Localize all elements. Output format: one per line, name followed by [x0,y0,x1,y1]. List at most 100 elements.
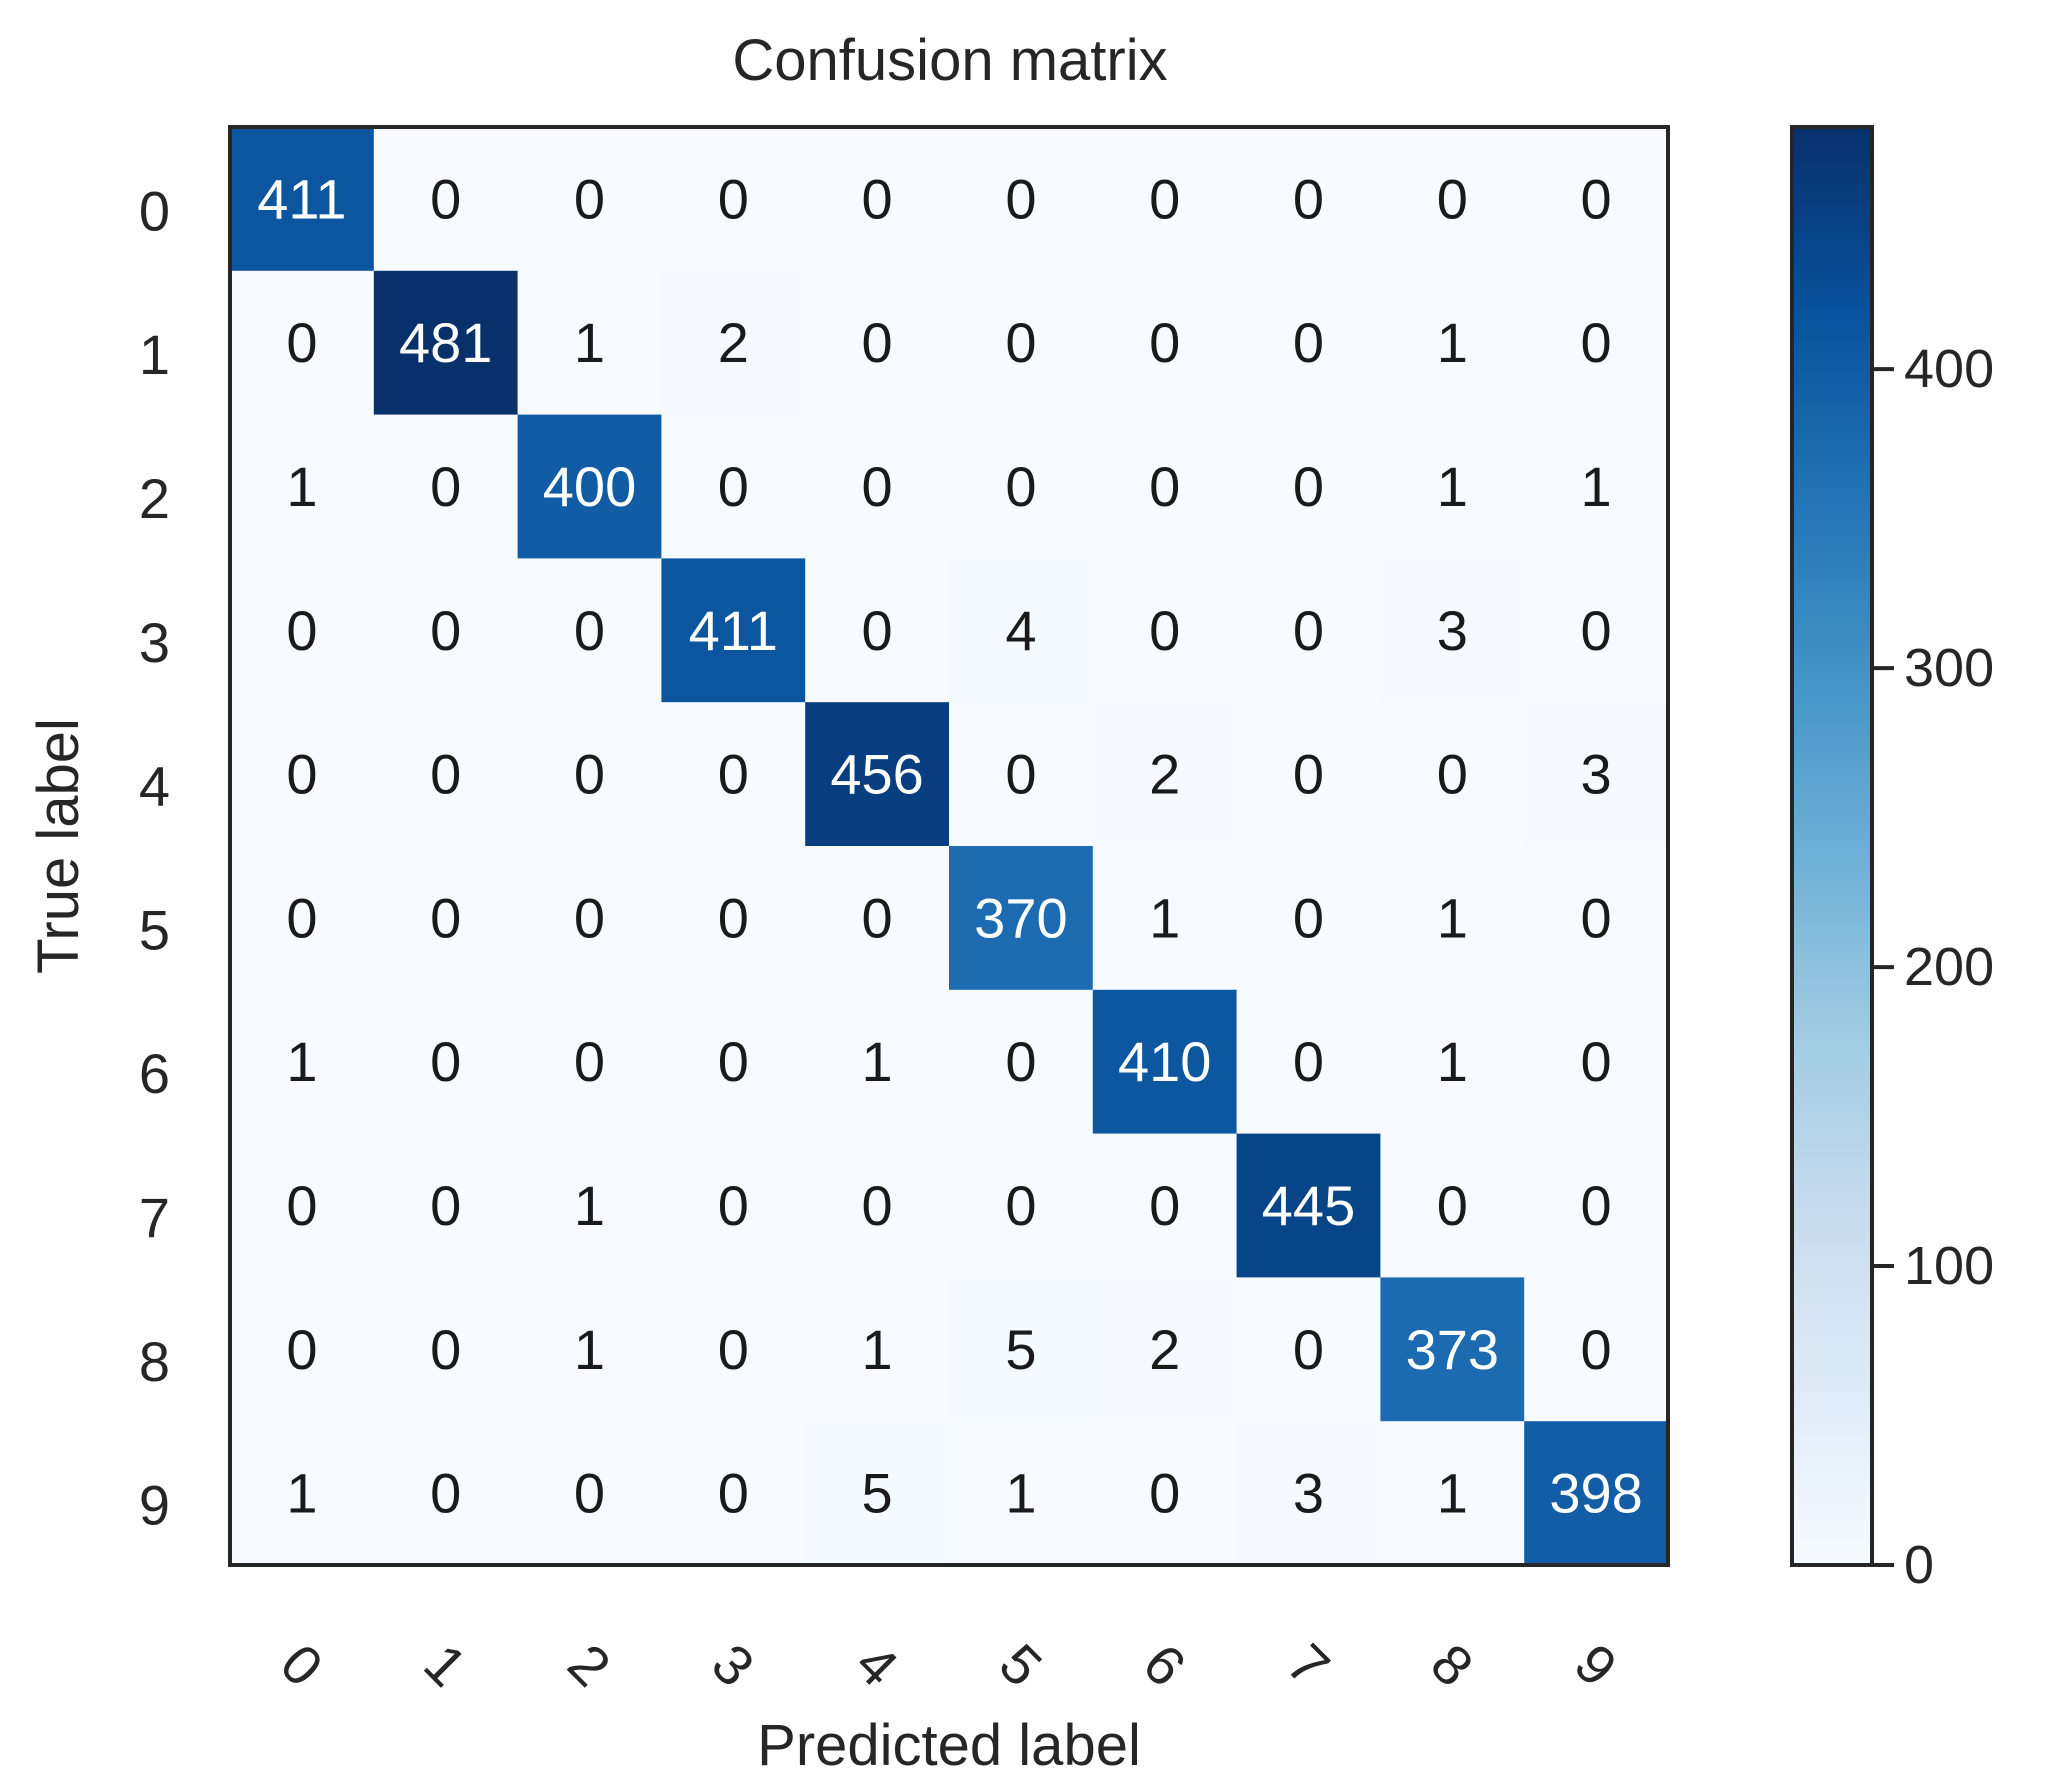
heatmap-cell [517,1421,662,1566]
cell-value-label: 1 [286,455,317,518]
x-tick-labels: 0 1 2 3 4 5 6 7 8 9 [269,1632,1630,1699]
x-axis-label: Predicted label [757,1713,1141,1778]
heatmap-cell [949,270,1094,416]
heatmap-cell [517,1133,662,1278]
cell-value-label: 1 [1005,1462,1036,1525]
heatmap-cell [1092,1277,1238,1422]
cell-value-label: 0 [574,743,605,806]
heatmap-cell [949,1421,1094,1566]
heatmap-cell [1380,270,1525,416]
heatmap-cell [805,1421,950,1566]
cell-value-label: 0 [430,1462,461,1525]
heatmap-cell [1380,1277,1525,1422]
heatmap-cell [1092,989,1238,1135]
cell-value-label: 0 [1581,167,1612,230]
cell-value-label: 1 [1437,1030,1468,1093]
heatmap-cell [517,846,662,991]
cell-value-label: 0 [1149,167,1180,230]
colorbar-tick-label: 0 [1904,1535,1934,1595]
cell-value-label: 5 [862,1462,893,1525]
x-tick-label: 3 [700,1632,767,1699]
cell-value-label: 0 [1005,455,1036,518]
heatmap-cell [949,414,1094,559]
heatmap-cell [373,702,519,847]
heatmap-cell [805,1133,950,1278]
cell-value-label: 1 [1437,311,1468,374]
heatmap-cell [230,558,375,703]
heatmap-cell [1092,1133,1238,1278]
cell-value-label: 0 [286,743,317,806]
cell-value-label: 0 [430,455,461,518]
heatmap-cell [1236,127,1381,272]
cell-value-label: 2 [1149,743,1180,806]
y-tick-label: 1 [139,323,170,386]
heatmap-cell [1092,702,1238,847]
heatmap-cell [1236,270,1381,416]
cell-value-label: 1 [286,1030,317,1093]
cell-value-label: 0 [862,886,893,949]
colorbar [1790,125,1874,1567]
cell-value-label: 0 [574,1462,605,1525]
y-tick-label: 6 [139,1042,170,1105]
heatmap-cell [949,1277,1094,1422]
x-tick-label: 1 [412,1632,479,1699]
heatmap-cell [373,127,519,272]
cell-value-label: 0 [718,1030,749,1093]
heatmap-cell [1092,1421,1238,1566]
colorbar-tick-label: 300 [1904,638,1994,698]
cell-value-label: 0 [718,455,749,518]
y-tick-label: 5 [139,898,170,961]
cell-value-label: 0 [1437,167,1468,230]
heatmap-cell [1380,1421,1525,1566]
cell-value-label: 0 [862,599,893,662]
cell-value-label: 0 [1149,1462,1180,1525]
heatmap-cell [1092,127,1238,272]
cell-value-label: 0 [430,1318,461,1381]
cell-value-label: 5 [1005,1318,1036,1381]
cell-value-label: 411 [689,599,778,662]
heatmap-cell [1236,1421,1381,1566]
heatmap-cell [1236,1277,1381,1422]
cell-value-label: 0 [718,1318,749,1381]
x-tick-label: 9 [1563,1632,1630,1699]
cell-value-label: 0 [1149,1174,1180,1237]
heatmap-cell [230,846,375,991]
heatmap-cell [1524,702,1669,847]
cell-value-label: 1 [1437,886,1468,949]
colorbar-ticks: 0 100 200 300 400 [1872,339,1994,1595]
cell-value-label: 0 [862,1174,893,1237]
heatmap-cell [1236,989,1381,1135]
cell-value-label: 0 [574,1030,605,1093]
cell-value-label: 1 [1149,886,1180,949]
heatmap-cell [661,1277,806,1422]
cell-value-label: 3 [1437,599,1468,662]
cell-value-label: 0 [430,886,461,949]
x-tick-label: 2 [556,1632,623,1699]
cell-value-label: 1 [1437,455,1468,518]
cell-value-label: 0 [862,311,893,374]
y-tick-label: 9 [139,1474,170,1537]
cell-value-label: 0 [1005,743,1036,806]
heatmap-cell [1380,989,1525,1135]
heatmap-cell [949,702,1094,847]
heatmap-cell [661,989,806,1135]
cell-value-label: 0 [430,743,461,806]
heatmap-cell [1524,1133,1669,1278]
heatmap-cell [661,127,806,272]
heatmap-cell [230,989,375,1135]
heatmap-cell [517,989,662,1135]
heatmap-cell [230,127,375,272]
cell-value-label: 0 [718,743,749,806]
cell-value-label: 1 [286,1462,317,1525]
cell-value-label: 1 [862,1030,893,1093]
heatmap-cells [230,127,1669,1566]
heatmap-cell [517,270,662,416]
cell-value-label: 0 [1005,311,1036,374]
cell-value-label: 3 [1293,1462,1324,1525]
cell-value-label: 0 [1149,311,1180,374]
y-tick-label: 8 [139,1330,170,1393]
heatmap-cell [1524,127,1669,272]
heatmap-cell [373,558,519,703]
cell-value-label: 2 [718,311,749,374]
cell-value-labels: 411 0 0 0 0 0 0 0 0 00 481 1 2 0 0 0 0 1 01 0 400 0 0 0 0 0 1 10 0 0 4… [257,167,1643,1524]
